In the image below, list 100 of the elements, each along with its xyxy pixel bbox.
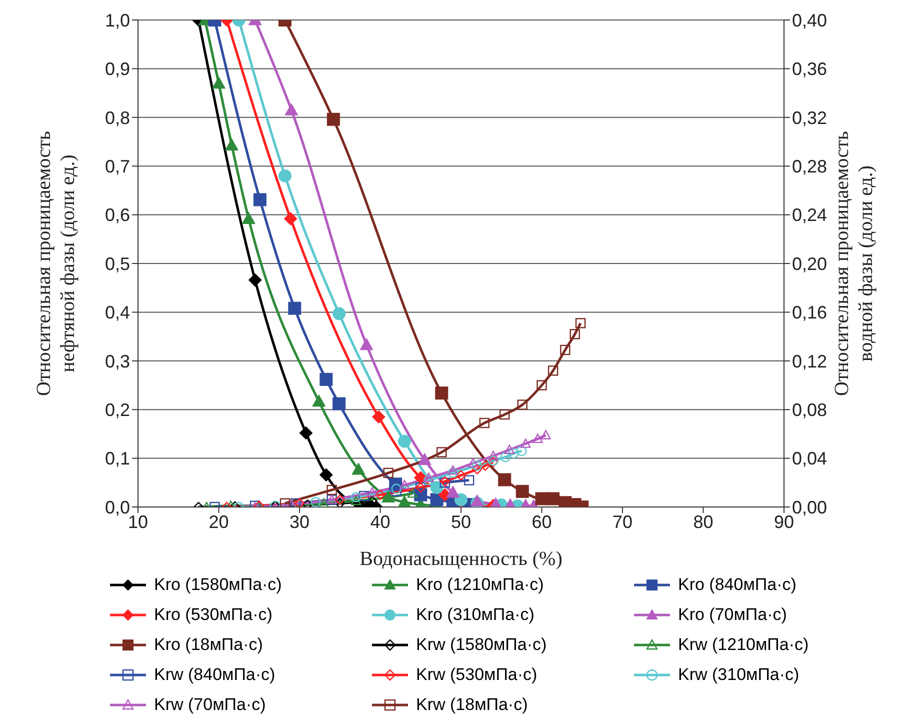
point [383,468,394,478]
point [435,386,448,400]
point [360,338,374,350]
point [500,452,511,462]
point [472,464,482,474]
point [479,418,490,428]
x-tick-label: 80 [693,512,714,532]
point [294,498,305,507]
legend-label: Krw (18мПа·с) [416,695,528,715]
point [560,344,570,356]
point [334,498,345,507]
y-tick-label: 1,0 [104,10,130,30]
y-tick-label: 0,5 [104,254,130,274]
point [540,430,551,440]
point [548,366,558,376]
point [367,487,378,497]
point [532,434,543,444]
point [488,450,498,460]
x-tick-label: 50 [450,512,472,532]
y-tick-label: 0,6 [104,205,130,226]
x-tick-label: 90 [774,512,794,532]
point [516,484,529,498]
y2-axis-title: Относительная проницаемость водной фазы (доли ед.) [831,131,877,396]
x-tick-label: 60 [532,512,552,532]
legend-label: Krw (1580мПа·с) [416,635,547,655]
y2-tick-label: 0,00 [792,497,828,518]
point [418,453,432,466]
y2-tick-label: 0,36 [792,59,828,80]
point [536,380,547,390]
y-tick-label: 0,8 [104,108,130,128]
point [284,212,298,226]
point [468,458,478,468]
x-axis-title: Водонасыщенность (%) [360,548,562,570]
legend-label: Krw (310мПа·с) [678,665,800,685]
point [448,465,458,475]
point [320,468,333,482]
legend-label: Kro (1210мПа·с) [416,575,544,595]
x-tick-label: 40 [370,512,390,532]
y-tick-label: 0,9 [104,59,130,80]
x-tick-label: 20 [208,512,229,532]
y2-tick-label: 0,40 [792,10,828,30]
point [448,468,458,478]
point [334,494,345,505]
y-axis-title: Относительная проницаемость нефтяной фазы (доли ед.) [33,131,79,396]
point [320,372,333,386]
legend-label: Krw (1210мПа·с) [678,635,809,655]
point [280,498,290,507]
point [430,481,444,494]
x-tick-label: 30 [289,512,310,532]
point [520,438,531,448]
y-tick-label: 0,4 [104,302,130,323]
point [398,434,411,448]
x-tick-label: 10 [128,512,148,532]
legend-label: Kro (1580мПа·с) [154,575,282,595]
legend-label: Kro (70мПа·с) [678,605,787,625]
point [350,496,362,506]
y-tick-label: 0,2 [104,400,130,420]
point [424,472,434,482]
y-tick-label: 0,7 [104,156,130,176]
legend-label: Kro (530мПа·с) [154,605,272,625]
y-tick-label: 0,3 [104,351,130,372]
point [570,329,580,340]
point [253,193,266,206]
y-tick-label: 0,0 [104,497,130,518]
point [504,444,515,454]
point [391,484,402,494]
point [508,448,519,459]
y2-tick-label: 0,08 [792,400,828,420]
point [398,496,411,507]
y2-tick-label: 0,12 [792,351,828,372]
legend-label: Krw (840мПа·с) [154,665,276,685]
point [288,302,302,315]
point [575,318,586,328]
point [310,497,321,507]
point [326,484,337,496]
y2-tick-label: 0,24 [792,205,828,226]
point [399,480,410,490]
point [516,446,527,456]
y2-tick-label: 0,28 [792,156,828,176]
point [456,470,466,480]
point [446,486,460,498]
x-tick-label: 70 [612,512,633,532]
point [472,460,482,471]
legend-label: Krw (530мПа·с) [416,665,538,685]
point [517,400,528,410]
point [500,409,510,420]
legend-label: Kro (18мПа·с) [154,635,263,655]
point [318,498,329,507]
point [464,475,474,486]
point [359,490,370,502]
point [480,460,490,471]
y-tick-label: 0,1 [104,448,130,469]
y2-tick-label: 0,20 [792,254,828,274]
point [332,307,346,320]
y2-tick-label: 0,04 [792,448,828,469]
point [375,490,386,500]
y2-tick-label: 0,16 [792,302,828,323]
point [350,492,362,502]
point [332,397,346,410]
point [290,498,301,507]
